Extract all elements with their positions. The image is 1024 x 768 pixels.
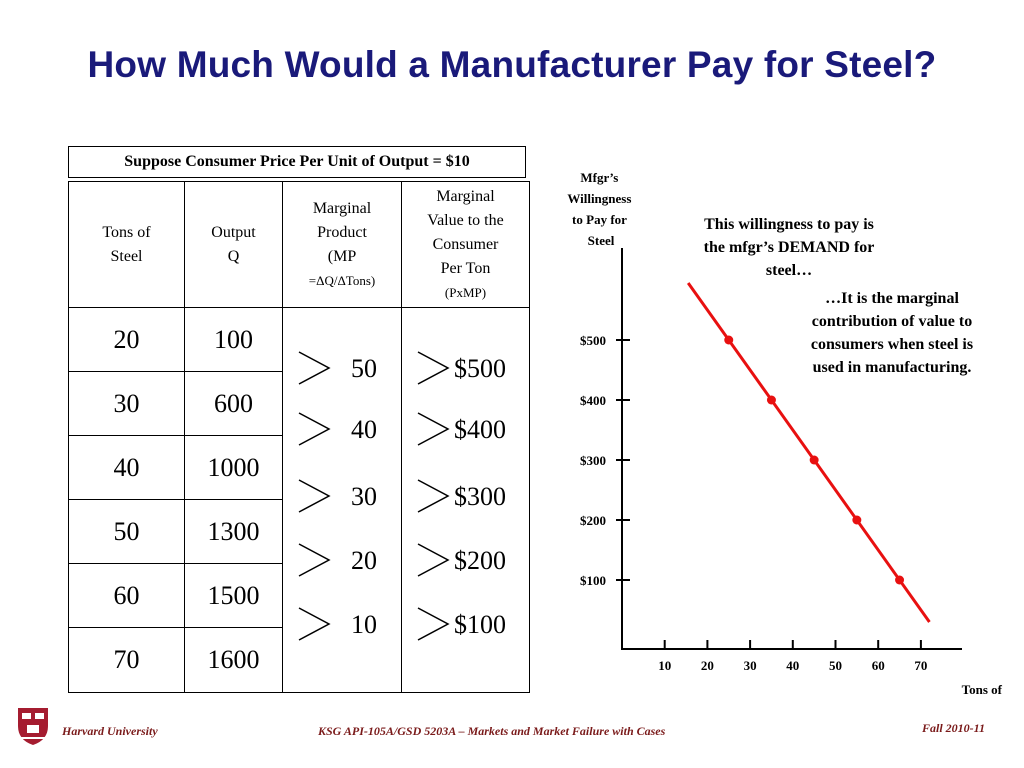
footer-center: KSG API-105A/GSD 5203A – Markets and Mar…: [318, 724, 666, 738]
bracket-icon: [417, 412, 450, 446]
header-marginal-value: Marginal Value to the Consumer Per Ton (PxMP…: [401, 181, 530, 308]
bracket-icon: [298, 543, 331, 577]
table-row: 20 100 50 40 30 20 10: [68, 307, 530, 693]
cell-output: 1300: [184, 499, 283, 564]
x-tick-label: 50: [829, 658, 842, 673]
cell-tons: 50: [68, 499, 185, 564]
table-row: 60 1500: [68, 563, 530, 628]
supposition-box: Suppose Consumer Price Per Unit of Outpu…: [68, 146, 526, 178]
cell-output: 600: [184, 371, 283, 436]
footer-right: Fall 2010-11: [922, 721, 986, 735]
mv-item: $300: [402, 478, 529, 518]
mv-item: $400: [402, 411, 529, 451]
bracket-icon: [298, 351, 331, 385]
mp-item: 10: [283, 606, 401, 646]
y-tick-label: $500: [580, 333, 606, 348]
cell-tons: 30: [68, 371, 185, 436]
mv-value: $400: [454, 415, 506, 444]
table-row: 30 600: [68, 371, 530, 436]
cell-output: 1600: [184, 627, 283, 693]
bracket-icon: [298, 607, 331, 641]
footer-left: Harvard University: [62, 724, 158, 738]
mp-item: 40: [283, 411, 401, 451]
x-tick-label: 20: [701, 658, 714, 673]
mp-value: 30: [351, 482, 377, 511]
x-tick-label: 70: [914, 658, 927, 673]
table-row: 70 1600: [68, 627, 530, 693]
x-tick-label: 10: [658, 658, 671, 673]
demand-annotation: This willingness to pay is the mfgr’s DE…: [703, 216, 875, 279]
data-point: [724, 335, 734, 345]
mv-item: $100: [402, 606, 529, 646]
x-ticks: 10 20 30 40 50 60 70: [658, 640, 927, 673]
mp-item: 50: [283, 350, 401, 390]
mp-item: 20: [283, 542, 401, 582]
table-row: 50 1300: [68, 499, 530, 564]
bracket-icon: [298, 479, 331, 513]
mv-value: $300: [454, 482, 506, 511]
table-row: 40 1000: [68, 435, 530, 500]
y-tick-label: $400: [580, 393, 606, 408]
bracket-icon: [417, 351, 450, 385]
data-point: [766, 395, 776, 405]
y-tick-label: $100: [580, 573, 606, 588]
mp-value: 20: [351, 546, 377, 575]
data-point: [809, 455, 819, 465]
marginal-annotation: …It is the marginal contribution of valu…: [810, 290, 974, 376]
data-point: [852, 515, 862, 525]
bracket-icon: [417, 479, 450, 513]
harvard-shield-icon: [18, 708, 48, 745]
cell-tons: 60: [68, 563, 185, 628]
steel-table: Tons of Steel Output Q Marginal Product (MP =…: [68, 181, 530, 693]
mp-value: 10: [351, 610, 377, 639]
cell-tons: 20: [68, 307, 185, 372]
marginal-product-column: 50 40 30 20 10: [282, 307, 402, 693]
mp-value: 40: [351, 415, 377, 444]
mv-value: $500: [454, 354, 506, 383]
mp-value: 50: [351, 354, 377, 383]
mv-value: $100: [454, 610, 506, 639]
mv-item: $200: [402, 542, 529, 582]
cell-output: 100: [184, 307, 283, 372]
cell-output: 1000: [184, 435, 283, 500]
data-point: [895, 575, 905, 585]
page-title: How Much Would a Manufacturer Pay for St…: [87, 44, 937, 85]
y-tick-label: $300: [580, 453, 606, 468]
bracket-icon: [417, 607, 450, 641]
y-ticks: $500 $400 $300 $200 $100: [580, 333, 630, 588]
table-header-row: Tons of Steel Output Q Marginal Product (MP =…: [68, 181, 530, 308]
x-tick-label: 60: [872, 658, 885, 673]
x-tick-label: 40: [786, 658, 799, 673]
header-tons: Tons of Steel: [68, 181, 185, 308]
y-tick-label: $200: [580, 513, 606, 528]
y-axis-title: Mfgr’s Willingness to Pay for Steel: [567, 170, 634, 248]
mp-item: 30: [283, 478, 401, 518]
bracket-icon: [298, 412, 331, 446]
x-axis-title: Tons of: [962, 682, 1003, 697]
mv-value: $200: [454, 546, 506, 575]
mv-item: $500: [402, 350, 529, 390]
data-points: [724, 335, 905, 585]
marginal-value-column: $500 $400 $300 $200 $100: [401, 307, 530, 693]
header-output: Output Q: [184, 181, 283, 308]
bracket-icon: [417, 543, 450, 577]
header-marginal-product: Marginal Product (MP =ΔQ/ΔTons): [282, 181, 402, 308]
cell-output: 1500: [184, 563, 283, 628]
cell-tons: 70: [68, 627, 185, 693]
x-tick-label: 30: [744, 658, 757, 673]
